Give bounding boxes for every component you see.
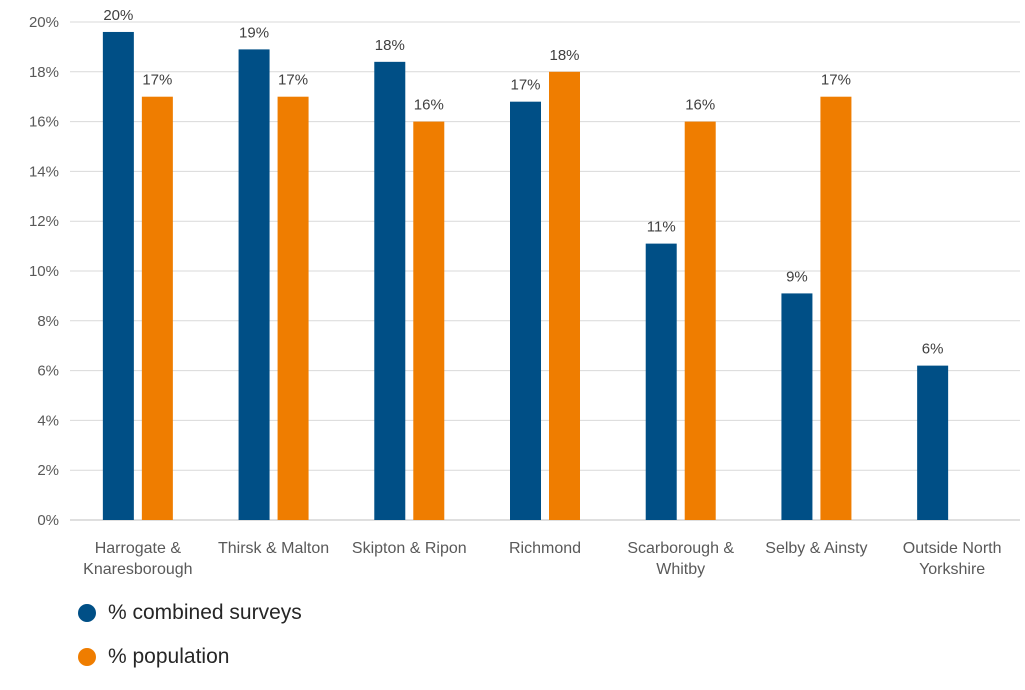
x-category-label: Skipton & Ripon (352, 540, 467, 557)
data-label: 18% (549, 47, 579, 64)
x-category-label: Scarborough & Whitby (627, 540, 734, 578)
legend-marker-population (78, 648, 96, 666)
legend-marker-combined-surveys (78, 604, 96, 622)
x-category-label: Thirsk & Malton (218, 540, 329, 557)
bar-combined-surveys[interactable] (645, 243, 677, 521)
bar-population[interactable] (820, 96, 852, 520)
x-category-label: Selby & Ainsty (765, 540, 867, 557)
bar-combined-surveys[interactable] (510, 101, 541, 521)
data-label: 20% (103, 7, 133, 24)
y-tick-label: 8% (37, 313, 59, 330)
legend: % combined surveys % population (78, 601, 302, 690)
y-tick-label: 20% (29, 14, 59, 31)
data-label: 9% (786, 268, 808, 285)
data-label: 17% (821, 72, 851, 89)
data-label: 17% (278, 72, 308, 89)
bar-combined-surveys[interactable] (374, 61, 406, 521)
data-labels: 20% 17% 19% 17% 18% 16% 17% 18% 11% 16% 9% 17% 6% (103, 7, 943, 358)
data-label: 17% (142, 72, 172, 89)
y-tick-label: 4% (37, 412, 59, 429)
bar-chart: 0% 2% 4% 6% 8% 10% 12% 14% 16% 18% 20% 20% 17% 19% 17… (29, 7, 1020, 578)
bar-combined-surveys[interactable] (917, 365, 949, 520)
data-label: 11% (647, 219, 676, 236)
data-label: 18% (375, 37, 405, 54)
data-label: 19% (239, 24, 269, 41)
y-tick-label: 18% (29, 64, 59, 81)
bar-population[interactable] (549, 71, 580, 521)
y-axis: 0% 2% 4% 6% 8% 10% 12% 14% 16% 18% 20% (29, 14, 59, 529)
bar-combined-surveys[interactable] (102, 31, 134, 521)
bar-population[interactable] (684, 121, 716, 520)
legend-item-population[interactable]: % population (78, 645, 302, 668)
bar-population[interactable] (413, 121, 445, 520)
bar-combined-surveys[interactable] (781, 293, 813, 520)
bars (102, 31, 949, 521)
data-label: 17% (510, 77, 540, 94)
y-tick-label: 16% (29, 114, 59, 131)
x-category-label: Outside North Yorkshire (903, 540, 1002, 578)
y-tick-label: 12% (29, 213, 59, 230)
bar-population[interactable] (277, 96, 309, 520)
data-label: 16% (414, 97, 444, 114)
data-label: 6% (922, 341, 944, 358)
y-tick-label: 14% (29, 163, 59, 180)
y-tick-label: 0% (37, 512, 59, 529)
bar-combined-surveys[interactable] (238, 49, 270, 520)
legend-label-combined-surveys: % combined surveys (108, 601, 302, 624)
y-tick-label: 6% (37, 363, 59, 380)
x-axis: Harrogate & Knaresborough Thirsk & Malton S… (83, 540, 1001, 578)
data-label: 16% (685, 97, 715, 114)
y-tick-label: 10% (29, 263, 59, 280)
legend-item-combined-surveys[interactable]: % combined surveys (78, 601, 302, 624)
y-tick-label: 2% (37, 462, 59, 479)
x-category-label: Harrogate & Knaresborough (83, 540, 192, 578)
x-category-label: Richmond (509, 540, 581, 557)
bar-population[interactable] (141, 96, 173, 520)
gridlines (70, 21, 1020, 521)
legend-label-population: % population (108, 645, 230, 668)
